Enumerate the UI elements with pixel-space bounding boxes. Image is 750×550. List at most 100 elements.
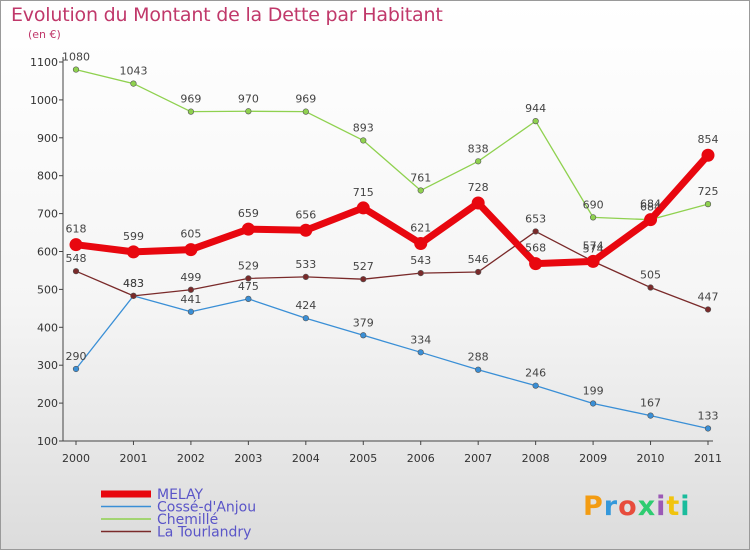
data-label: 969 [295,93,316,106]
data-label: 659 [238,207,259,220]
data-point [356,201,370,215]
data-point [299,223,313,237]
data-point [417,187,424,194]
data-label: 568 [525,242,546,255]
y-tick-label: 600 [37,246,58,259]
x-tick-label: 2007 [464,452,492,465]
legend-label: MELAY [157,487,204,503]
data-point [130,292,137,299]
data-point [72,365,80,373]
data-label: 483 [123,277,144,290]
x-tick-label: 2008 [522,452,550,465]
data-label: 574 [583,242,604,255]
data-label: 969 [180,93,201,106]
data-point [532,228,539,235]
data-point [69,238,83,252]
data-point [647,412,654,419]
data-label: 893 [353,121,374,134]
data-label: 529 [238,259,259,272]
data-label: 199 [583,384,604,397]
data-label: 838 [468,142,489,155]
data-label: 621 [410,222,431,235]
data-point [586,254,600,268]
data-label: 379 [353,316,374,329]
data-point [360,332,367,339]
data-label: 288 [468,351,489,364]
data-label: 334 [410,333,431,346]
logo-letter: i [680,491,691,522]
data-point [532,118,539,125]
data-point [475,158,482,165]
data-label: 725 [698,185,719,198]
data-point [589,400,597,407]
data-label: 1080 [62,51,90,64]
legend-label: Cossé-d'Anjou [157,500,256,516]
chart-title: Evolution du Montant de la Dette par Hab… [11,4,443,26]
data-label: 605 [180,228,201,241]
data-point [647,284,654,291]
logo-letter: r [603,491,619,522]
data-point [701,148,715,162]
data-label: 944 [525,102,546,115]
x-tick-label: 2003 [234,452,262,465]
data-point [187,108,195,115]
y-tick-label: 200 [37,397,58,410]
data-label: 483 [123,277,144,290]
data-point [302,108,309,115]
data-point [241,222,255,236]
data-point [245,295,252,302]
data-point [130,80,137,87]
logo-letter: t [666,491,681,522]
legend-label: Chemillé [157,512,218,528]
data-label: 574 [583,239,604,252]
data-label: 475 [238,280,259,293]
y-tick-label: 1000 [30,94,58,107]
data-point [417,270,424,277]
data-point [644,213,658,227]
y-tick-label: 500 [37,283,58,296]
data-point [704,306,712,313]
data-point [72,66,80,73]
data-label: 424 [295,299,316,312]
data-point [471,196,485,210]
x-tick-label: 2009 [579,452,607,465]
data-label: 133 [698,409,719,422]
y-tick-label: 300 [37,359,58,372]
data-point [72,268,80,275]
y-tick-label: 400 [37,321,58,334]
data-point [475,268,482,276]
y-unit-label: (en €) [28,28,61,41]
logo-letter: x [637,491,657,522]
y-tick-label: 900 [37,132,58,145]
x-tick-label: 2005 [349,452,377,465]
data-label: 653 [525,212,546,225]
data-label: 715 [353,186,374,199]
logo-letter: i [656,491,667,522]
data-label: 167 [640,397,661,410]
data-point [187,286,195,293]
data-label: 527 [353,260,374,273]
x-tick-label: 2006 [407,452,435,465]
y-tick-label: 700 [37,208,58,221]
data-label: 690 [583,198,604,211]
data-label: 761 [410,171,431,184]
data-point [126,245,140,259]
series-line [75,230,709,311]
data-point [475,366,482,373]
data-label: 499 [180,271,201,284]
data-label: 854 [698,133,719,146]
data-label: 618 [66,223,87,236]
data-label: 728 [468,181,489,194]
data-point [704,425,712,432]
x-tick-label: 2001 [119,452,147,465]
data-point [184,243,198,257]
data-label: 546 [468,253,489,266]
data-point [529,257,543,271]
x-tick-label: 2000 [62,452,90,465]
data-label: 543 [410,254,431,267]
y-tick-label: 800 [37,170,58,183]
data-point [302,315,309,322]
data-point [589,214,597,221]
data-label: 599 [123,230,144,243]
